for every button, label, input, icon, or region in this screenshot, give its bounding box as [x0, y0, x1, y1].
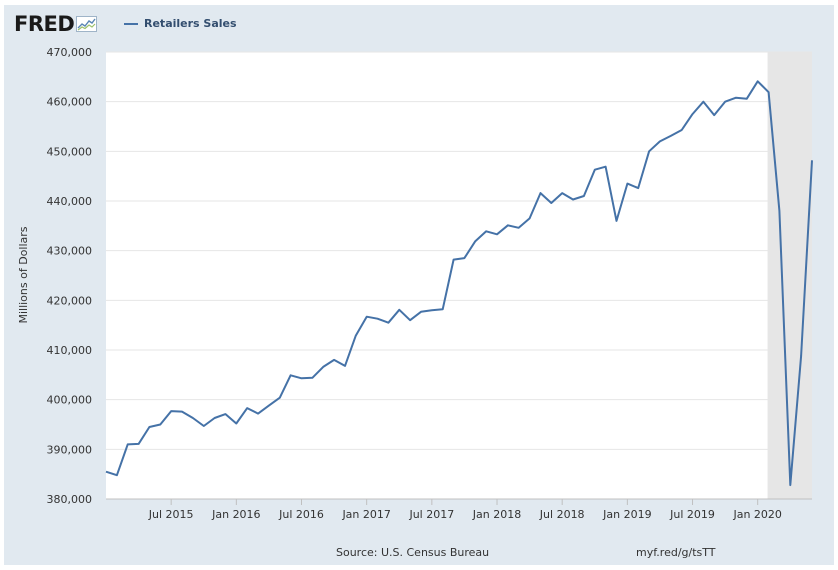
series-layer	[105, 80, 813, 487]
series-line	[105, 80, 813, 487]
x-tick-label: Jul 2017	[408, 508, 454, 521]
logo-text: FRED	[14, 12, 75, 36]
x-tick-label: Jan 2016	[211, 508, 260, 521]
fred-line-graph-icon	[76, 16, 98, 32]
x-tick-label: Jul 2015	[148, 508, 194, 521]
x-tick-label: Jan 2018	[472, 508, 521, 521]
y-tick-label: 440,000	[47, 195, 93, 208]
y-tick-label: 460,000	[47, 96, 93, 109]
y-axis: 380,000 390,000 400,000 410,000 420,000 430,0…	[47, 46, 93, 506]
source-note: Source: U.S. Census Bureau	[336, 546, 490, 559]
plot-area	[106, 52, 812, 499]
x-tick-label: Jan 2019	[602, 508, 651, 521]
y-tick-label: 380,000	[47, 493, 93, 506]
x-axis: Jul 2015 Jan 2016 Jul 2016 Jan 2017 Jul 2017…	[106, 498, 812, 521]
y-tick-label: 420,000	[47, 294, 93, 307]
y-tick-label: 470,000	[47, 46, 93, 59]
y-tick-label: 410,000	[47, 344, 93, 357]
legend-label: Retailers Sales	[144, 17, 237, 30]
x-tick-label: Jul 2016	[278, 508, 324, 521]
x-tick-label: Jan 2017	[341, 508, 390, 521]
x-tick-label: Jan 2020	[732, 508, 781, 521]
y-axis-label: Millions of Dollars	[17, 226, 30, 323]
chart-legend: Retailers Sales	[124, 17, 237, 30]
y-tick-label: 430,000	[47, 245, 93, 258]
fred-logo[interactable]: FRED	[14, 12, 98, 36]
y-tick-label: 390,000	[47, 443, 93, 456]
y-tick-label: 450,000	[47, 145, 93, 158]
x-tick-label: Jul 2018	[539, 508, 585, 521]
legend-swatch	[124, 22, 138, 25]
x-tick-label: Jul 2019	[669, 508, 715, 521]
y-tick-label: 400,000	[47, 394, 93, 407]
short-link[interactable]: myf.red/g/tsTT	[636, 546, 716, 559]
